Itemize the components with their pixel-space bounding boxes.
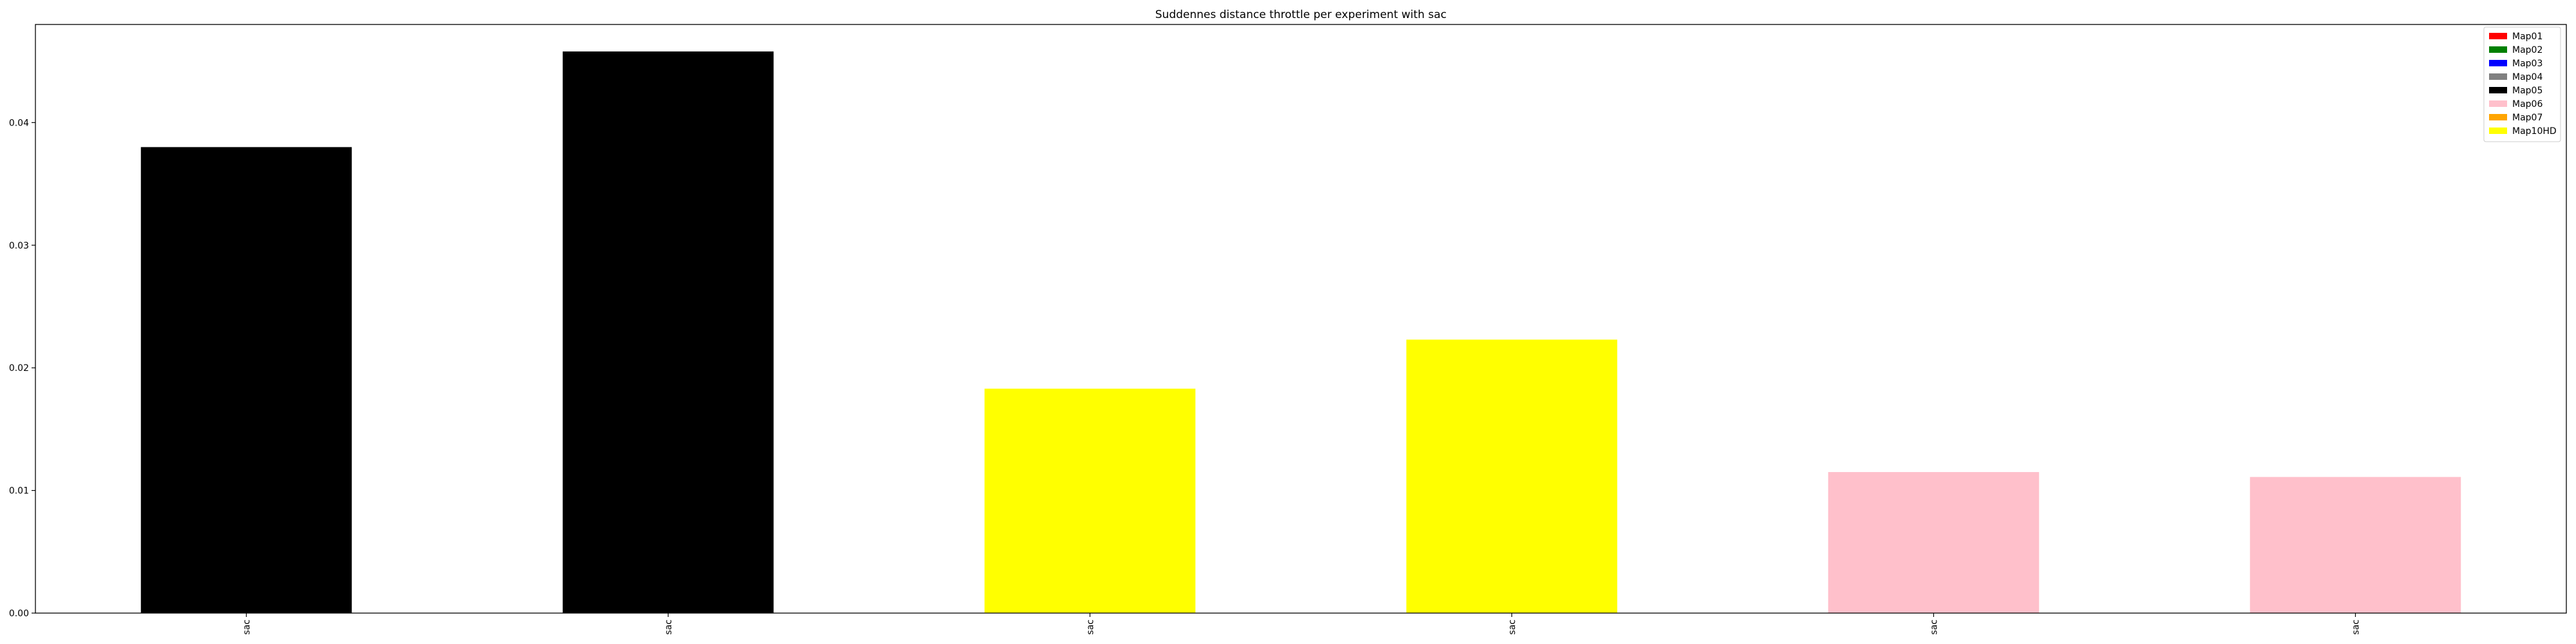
x-tick-label: sac [1929,620,1940,635]
y-tick-label: 0.00 [9,609,29,619]
legend-label: Map05 [2512,86,2543,96]
bar [562,51,774,614]
y-tick-label: 0.04 [9,118,29,128]
bars [140,51,2461,614]
x-tick-label: sac [664,620,674,635]
legend-swatch [2489,128,2507,134]
legend-label: Map02 [2512,45,2543,55]
y-tick-label: 0.03 [9,241,29,251]
bar [1406,339,1618,613]
legend-label: Map10HD [2512,126,2557,137]
legend-label: Map06 [2512,99,2543,109]
x-tick-label: sac [242,620,252,635]
legend-swatch [2489,60,2507,66]
chart-title: Suddennes distance throttle per experime… [1155,8,1446,21]
legend-swatch [2489,114,2507,120]
bar [1828,472,2040,613]
x-tick-label: sac [1086,620,1096,635]
legend-swatch [2489,46,2507,53]
legend-swatch [2489,100,2507,107]
bar [140,147,352,613]
y-axis: 0.00 0.01 0.02 0.03 0.04 [9,118,35,619]
legend-swatch [2489,33,2507,39]
legend-label: Map01 [2512,32,2543,42]
legend: Map01 Map02 Map03 Map04 Map05 Map06 Map07 Map10… [2483,26,2561,142]
legend-label: Map03 [2512,59,2543,69]
bar [2249,477,2461,613]
legend-box [2483,26,2561,142]
legend-swatch [2489,87,2507,93]
x-tick-label: sac [2351,620,2362,635]
y-tick-label: 0.02 [9,363,29,374]
y-tick-label: 0.01 [9,486,29,497]
plot-frame [35,24,2567,614]
legend-swatch [2489,73,2507,80]
legend-label: Map04 [2512,72,2543,82]
x-axis: sac sac sac sac sac sac [242,613,2362,635]
bar [984,388,1196,613]
x-tick-label: sac [1508,620,1518,635]
legend-label: Map07 [2512,113,2543,123]
